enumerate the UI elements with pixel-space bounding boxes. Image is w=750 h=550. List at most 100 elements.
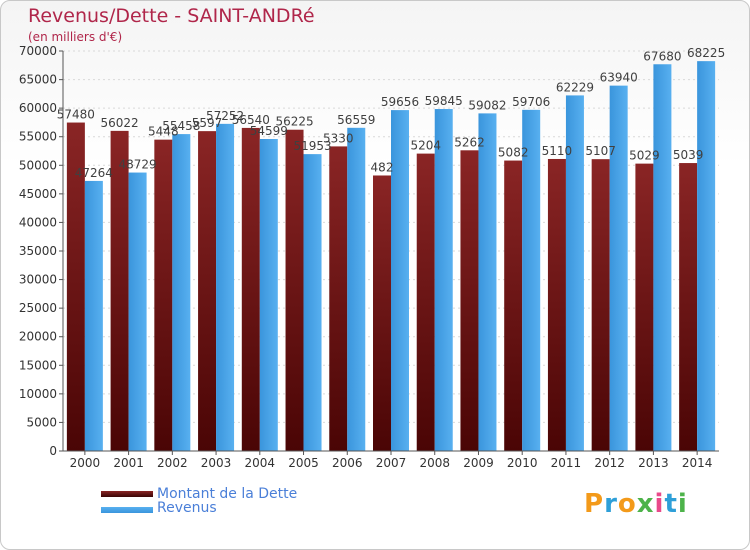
x-tick-label: 2014 [682, 456, 713, 470]
legend-revenue-swatch [101, 507, 153, 513]
y-tick-label: 30000 [19, 273, 57, 287]
y-tick-label: 40000 [19, 215, 57, 229]
bar-revenue-2007 [391, 110, 409, 451]
bar-revenue-2010 [522, 109, 541, 451]
logo-letter: t [664, 489, 678, 519]
data-label-revenue-2001: 48729 [119, 158, 157, 172]
y-tick-label: 25000 [19, 301, 57, 315]
bar-revenue-2008 [434, 109, 453, 452]
data-label-revenue-2012: 63940 [600, 71, 638, 85]
x-tick-label: 2010 [507, 456, 538, 470]
y-tick-label: 45000 [19, 187, 57, 201]
bar-debt-2000 [66, 122, 85, 452]
x-tick-label: 2004 [245, 456, 276, 470]
bar-debt-2010 [504, 160, 523, 451]
x-tick-label: 2007 [376, 456, 407, 470]
x-tick-label: 2006 [332, 456, 363, 470]
legend-debt-label: Montant de la Dette [157, 486, 298, 502]
data-label-revenue-2000: 47264 [75, 166, 113, 180]
bar-debt-2006 [329, 146, 348, 451]
legend-revenue-label: Revenus [157, 500, 217, 516]
data-label-debt-2010: 5082 [498, 146, 529, 160]
logo-letter: P [584, 489, 605, 519]
data-label-revenue-2005: 51953 [293, 139, 331, 153]
data-label-revenue-2014: 68225 [687, 46, 725, 60]
x-tick-label: 2009 [463, 456, 494, 470]
data-label-debt-2004: 56540 [232, 113, 270, 127]
data-label-debt-2009: 5262 [454, 135, 485, 149]
data-label-revenue-2003: 57252 [206, 109, 244, 123]
data-label-debt-2005: 56225 [275, 115, 313, 129]
logo-letter: i [677, 489, 688, 519]
y-tick-label: 35000 [19, 244, 57, 258]
data-label-revenue-2008: 59845 [425, 94, 463, 108]
logo-letter: x [636, 489, 655, 519]
proxiti-logo: Proxiti [584, 489, 688, 519]
logo-letter: i [654, 489, 665, 519]
data-label-revenue-2010: 59706 [512, 95, 550, 109]
x-tick-label: 2011 [551, 456, 582, 470]
x-tick-label: 2008 [419, 456, 450, 470]
data-label-debt-2006: 5330 [323, 131, 354, 145]
bar-debt-2004 [241, 127, 260, 452]
bar-revenue-2009 [478, 113, 497, 451]
bar-debt-2014 [679, 163, 698, 451]
bar-revenue-2002 [172, 134, 191, 451]
bar-debt-2013 [635, 163, 654, 451]
legend-debt-swatch [101, 491, 153, 497]
data-label-revenue-2004: 54599 [250, 124, 288, 138]
y-tick-label: 55000 [19, 130, 57, 144]
data-label-revenue-2013: 67680 [643, 49, 681, 63]
bar-revenue-2006 [347, 127, 366, 451]
x-tick-label: 2003 [201, 456, 232, 470]
data-label-debt-2011: 5110 [542, 144, 573, 158]
data-label-revenue-2009: 59082 [468, 98, 506, 112]
bar-debt-2008 [416, 153, 435, 451]
y-tick-label: 5000 [26, 415, 57, 429]
x-tick-label: 2000 [70, 456, 101, 470]
data-label-debt-2008: 5204 [410, 139, 441, 153]
data-label-debt-2002: 5448 [148, 125, 179, 139]
x-tick-label: 2013 [638, 456, 669, 470]
data-label-debt-2001: 56022 [101, 116, 139, 130]
bar-debt-2007 [373, 175, 391, 451]
y-tick-label: 50000 [19, 158, 57, 172]
chart-title: Revenus/Dette - SAINT-ANDRé [28, 5, 315, 27]
y-tick-label: 15000 [19, 358, 57, 372]
bar-debt-2002 [154, 139, 173, 451]
bar-revenue-2003 [216, 123, 235, 452]
bar-debt-2011 [547, 158, 566, 451]
data-label-debt-2013: 5029 [629, 149, 660, 163]
data-label-revenue-2007: 59656 [381, 95, 419, 109]
x-tick-label: 2001 [113, 456, 144, 470]
bar-revenue-2000 [84, 180, 103, 452]
data-label-debt-2000: 57480 [57, 108, 95, 122]
y-tick-label: 65000 [19, 73, 57, 87]
y-tick-label: 0 [49, 444, 57, 458]
data-label-debt-2014: 5039 [673, 148, 704, 162]
data-label-revenue-2002: 55458 [162, 119, 200, 133]
bar-revenue-2013 [653, 64, 672, 451]
x-tick-label: 2002 [157, 456, 188, 470]
bar-revenue-2011 [565, 95, 584, 452]
y-tick-label: 60000 [19, 101, 57, 115]
data-label-debt-2007: 482 [371, 160, 394, 174]
bar-debt-2012 [591, 159, 610, 451]
x-tick-label: 2012 [594, 456, 625, 470]
bar-revenue-2014 [697, 61, 716, 452]
data-label-debt-2003: 5597 [192, 116, 223, 130]
bar-revenue-2012 [609, 85, 628, 451]
chart-subtitle: (en milliers d'€) [28, 30, 123, 44]
bar-debt-2005 [285, 129, 304, 451]
bar-revenue-2001 [128, 172, 147, 451]
bar-debt-2009 [460, 150, 479, 451]
bar-debt-2003 [198, 131, 217, 451]
y-tick-label: 20000 [19, 330, 57, 344]
bar-revenue-2005 [303, 154, 322, 451]
logo-letter: o [617, 489, 637, 519]
bar-debt-2001 [110, 130, 129, 452]
y-tick-label: 10000 [19, 387, 57, 401]
bar-revenue-2004 [259, 139, 278, 451]
